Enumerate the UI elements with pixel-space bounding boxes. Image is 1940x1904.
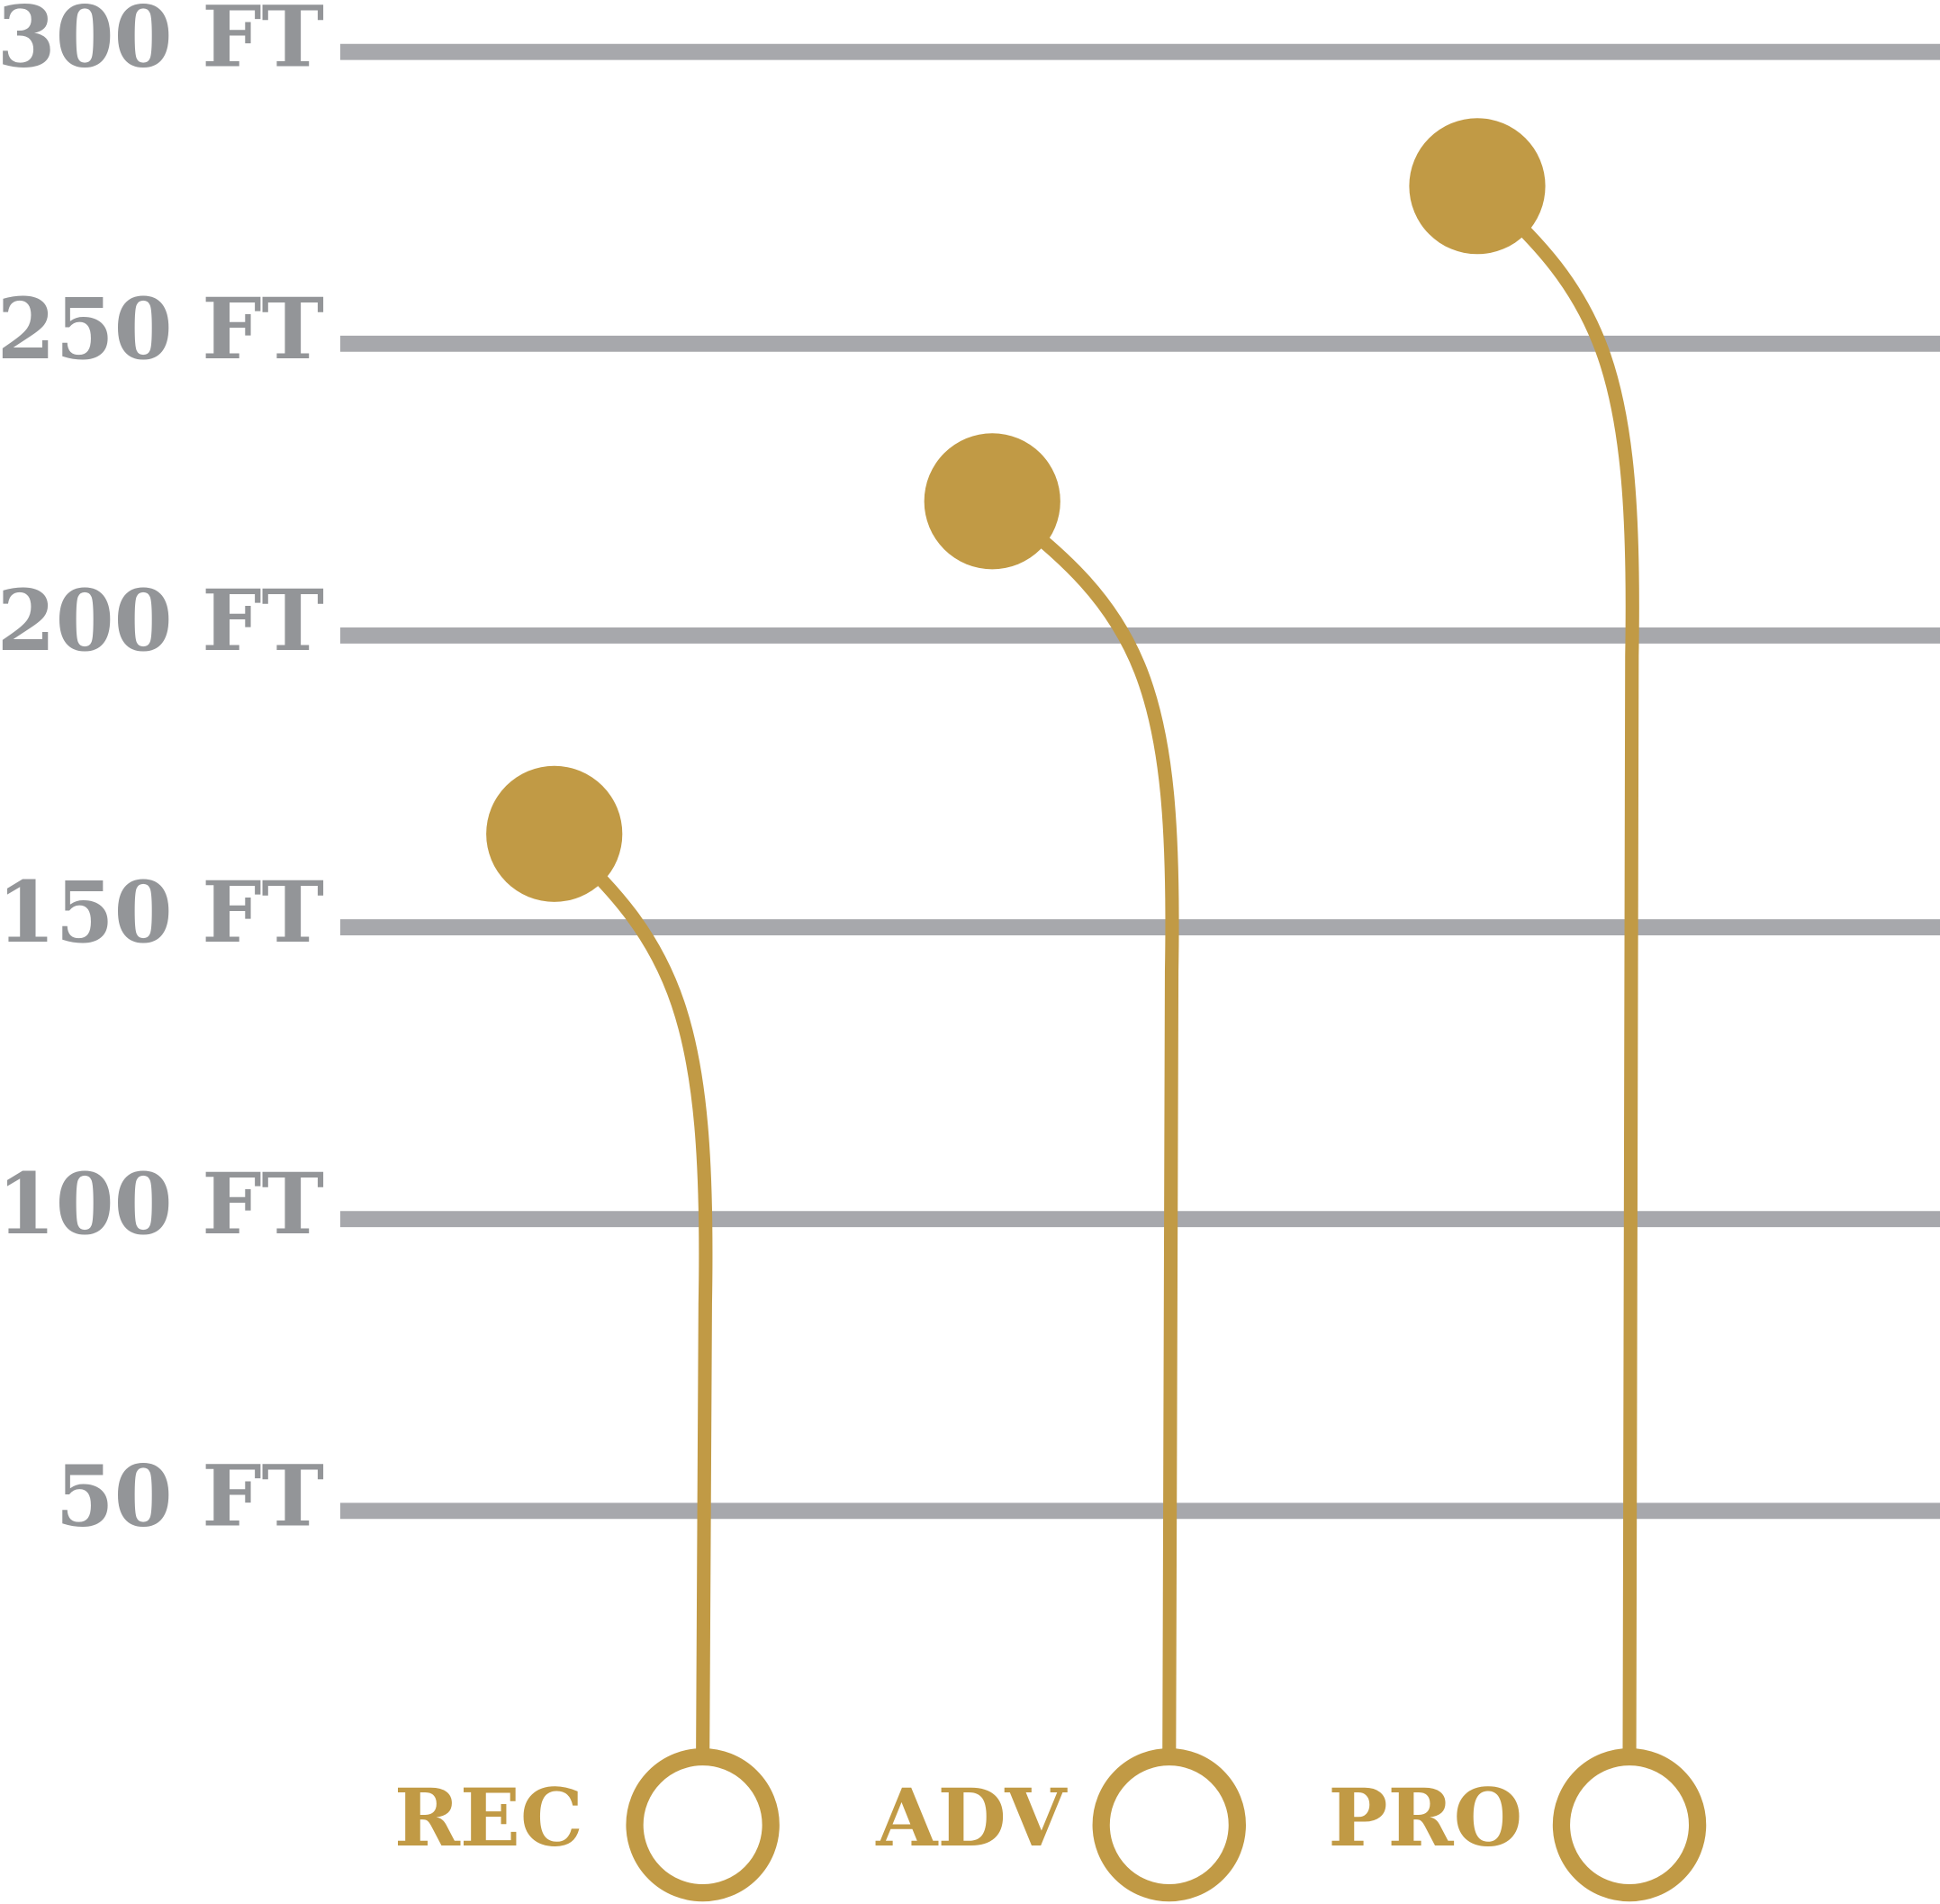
stem <box>549 828 713 1756</box>
category-label: REC <box>394 1771 583 1864</box>
y-tick-label: 250 FT <box>0 280 324 379</box>
base-circle <box>1092 1747 1246 1902</box>
y-tick-label: 300 FT <box>0 0 324 87</box>
base-circle <box>1552 1747 1707 1902</box>
stem <box>988 495 1179 1756</box>
dot <box>486 765 623 902</box>
y-tick-label: 150 FT <box>0 863 324 962</box>
category-label: PRO <box>1328 1771 1522 1864</box>
category-label: ADV <box>875 1771 1068 1864</box>
y-tick-label: 200 FT <box>0 572 324 671</box>
stem <box>1473 181 1639 1756</box>
base-circle <box>626 1747 780 1902</box>
y-tick-label: 50 FT <box>56 1447 324 1546</box>
y-tick-label: 100 FT <box>0 1155 324 1254</box>
dot <box>1409 118 1546 255</box>
dot <box>924 433 1060 570</box>
